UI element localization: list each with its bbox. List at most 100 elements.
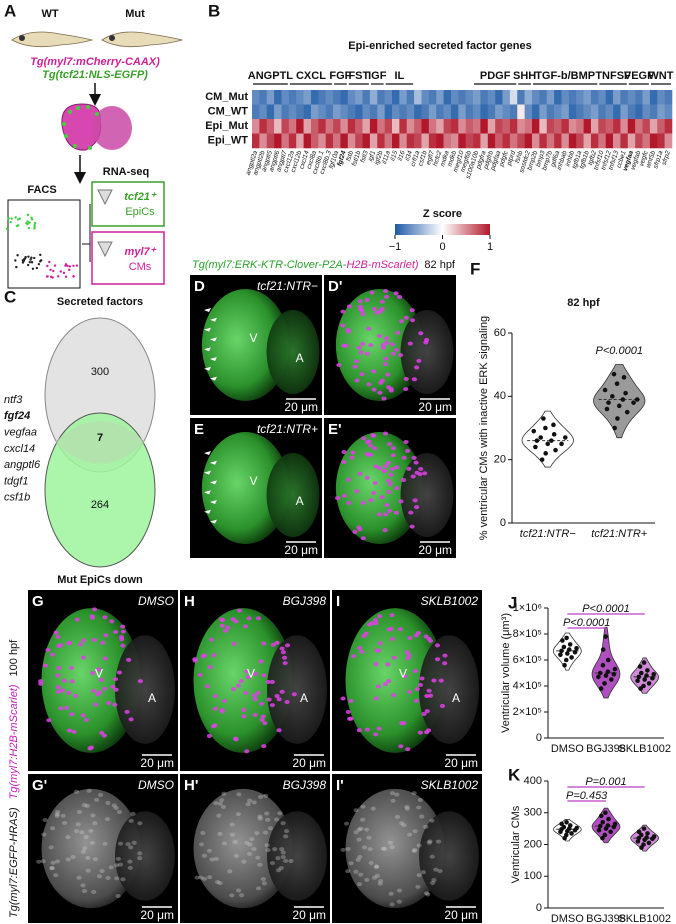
- heat-cell: [274, 133, 282, 149]
- gene-name: vegfaa: [4, 427, 37, 439]
- heat-cell: [568, 90, 577, 105]
- heat-cell: [340, 90, 349, 105]
- nucleus: [385, 662, 391, 667]
- heat-cell: [583, 133, 592, 149]
- data-point: [612, 425, 617, 431]
- heat-cell: [487, 90, 496, 105]
- nucleus: [45, 647, 51, 652]
- data-point: [612, 821, 618, 827]
- panel-label: I: [336, 593, 340, 610]
- nucleus: [413, 460, 419, 465]
- nucleus: [63, 705, 70, 710]
- nucleus: [429, 818, 435, 823]
- heat-cell: [664, 119, 673, 134]
- heat-cell: [288, 104, 297, 120]
- ventricle: [335, 289, 423, 401]
- nucleus: [427, 638, 434, 643]
- facs-dot: [37, 262, 41, 266]
- nucleus: [73, 693, 79, 698]
- nucleus: [90, 671, 96, 676]
- nucleus: [390, 798, 396, 803]
- gene-label: fstl3: [359, 150, 369, 164]
- heat-cell: [259, 119, 268, 134]
- heat-cell: [421, 119, 430, 134]
- nucleus: [390, 637, 396, 642]
- nucleus: [358, 872, 364, 877]
- nucleus: [264, 811, 270, 816]
- nucleus: [377, 641, 383, 646]
- panel-label: A: [4, 1, 16, 20]
- nucleus: [348, 699, 354, 704]
- ventricle: [41, 608, 141, 753]
- nucleus: [201, 876, 208, 881]
- side-label-part: Tg(myl7:H2B-mScarlet): [8, 684, 20, 799]
- nucleus: [257, 814, 263, 819]
- nucleus: [414, 365, 420, 370]
- nucleus: [372, 446, 378, 451]
- facs-dot: [27, 255, 30, 258]
- heat-cell: [605, 133, 614, 149]
- nucleus: [89, 614, 95, 619]
- nucleus: [411, 377, 418, 382]
- nucleus: [217, 801, 223, 806]
- heat-cell: [576, 119, 584, 134]
- data-point: [609, 677, 614, 682]
- heat-cell: [473, 104, 481, 120]
- heat-cell: [266, 133, 275, 149]
- atrium: [400, 453, 454, 537]
- heat-cell: [598, 90, 606, 105]
- nucleus: [354, 359, 360, 364]
- nucleus: [382, 682, 388, 687]
- heat-cell: [450, 104, 459, 120]
- nucleus: [243, 690, 249, 695]
- nucleus: [219, 617, 225, 622]
- data-point: [549, 438, 554, 443]
- heat-cell: [576, 90, 584, 105]
- data-point: [569, 655, 574, 660]
- y-axis-label: % ventricular CMs with inactive ERK sign…: [478, 316, 490, 540]
- ventricle-label: V: [249, 474, 257, 488]
- nucleus: [206, 733, 213, 738]
- heat-cell: [266, 104, 275, 120]
- nucleus: [259, 717, 265, 722]
- data-point: [563, 657, 569, 663]
- nucleus: [284, 699, 290, 704]
- nucleus: [201, 653, 207, 658]
- nucleus: [211, 653, 217, 658]
- nucleus: [345, 710, 351, 715]
- nucleus: [417, 730, 423, 735]
- nucleus: [405, 656, 411, 661]
- gene-label: tgfb2: [587, 150, 598, 166]
- data-point: [639, 670, 644, 676]
- nucleus: [265, 817, 271, 822]
- ventricle: [41, 788, 141, 909]
- heat-cell: [355, 90, 363, 105]
- panel-label: I': [336, 777, 344, 794]
- heat-cell: [281, 104, 290, 120]
- heat-cell: [554, 90, 562, 105]
- nucleus: [58, 706, 64, 711]
- nucleus: [61, 678, 67, 683]
- heat-cell: [657, 90, 665, 105]
- nucleus: [357, 304, 363, 309]
- nucleus: [354, 489, 360, 494]
- gene-label: igf2b: [373, 150, 384, 166]
- heat-cell: [325, 104, 334, 120]
- panel-label: D: [194, 278, 205, 295]
- nucleus: [393, 347, 400, 352]
- heat-cell: [428, 104, 437, 120]
- group-label: FST: [348, 70, 369, 82]
- data-point: [606, 816, 611, 822]
- nucleus: [371, 490, 377, 495]
- facs-dot: [33, 256, 36, 260]
- panel-label: H: [184, 593, 195, 610]
- colorbar: [395, 224, 490, 235]
- nucleus: [389, 613, 395, 618]
- atrium-label: A: [452, 691, 460, 705]
- nucleus: [229, 822, 235, 827]
- nucleus: [442, 653, 448, 658]
- nucleus: [235, 888, 242, 893]
- nucleus: [383, 289, 389, 294]
- heat-cell: [303, 104, 312, 120]
